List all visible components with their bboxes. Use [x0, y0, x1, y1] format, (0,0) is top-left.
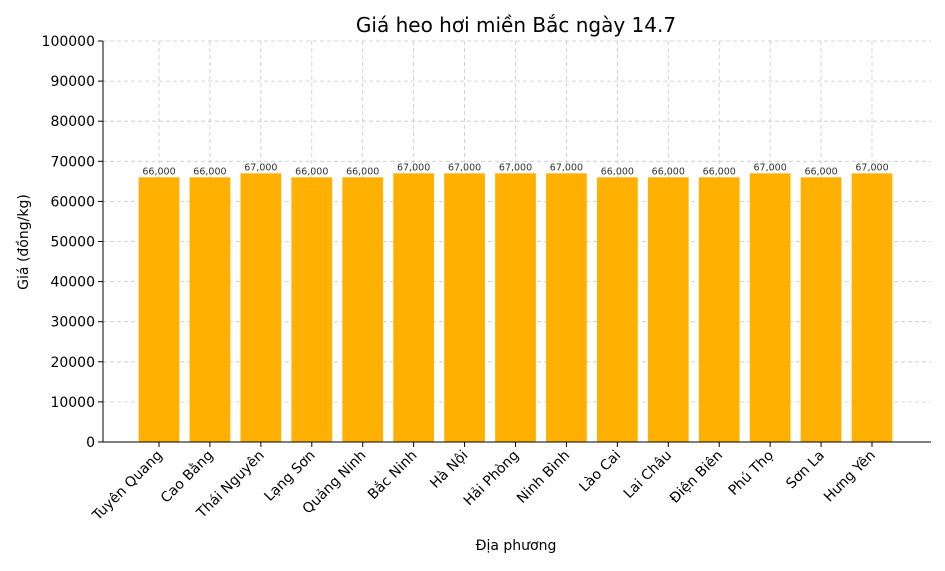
bar: [596, 177, 638, 442]
bar-value-label: 66,000: [346, 166, 379, 177]
bar: [698, 177, 740, 442]
y-tick-label: 0: [86, 435, 95, 451]
y-tick-label: 100000: [42, 34, 95, 50]
x-tick-label: Sơn La: [783, 448, 828, 493]
bar-value-label: 66,000: [193, 166, 226, 177]
bar: [291, 177, 333, 442]
y-tick-label: 60000: [50, 194, 95, 210]
bar-value-label: 67,000: [244, 162, 277, 173]
bar-value-label: 66,000: [295, 166, 328, 177]
bar-value-label: 67,000: [499, 162, 532, 173]
bar: [851, 173, 893, 442]
bar: [647, 177, 689, 442]
y-tick-label: 90000: [50, 74, 95, 90]
y-tick-label: 40000: [50, 275, 95, 291]
bar: [240, 173, 282, 442]
data-labels: 66,000 66,000 67,000 66,000 66,000 67,000 67,0…: [142, 162, 888, 177]
bar-value-label: 67,000: [397, 162, 430, 173]
bar: [800, 177, 842, 442]
bar: [749, 173, 791, 442]
bar: [495, 173, 536, 442]
x-tick-label: Tuyên Quang: [89, 448, 166, 525]
bar-value-label: 66,000: [142, 166, 175, 177]
bar-value-label: 67,000: [448, 162, 481, 173]
bar: [138, 177, 180, 442]
bar: [393, 173, 435, 442]
y-axis-ticks: 0 10000 20000 30000 40000 50000 60000 70000 8000…: [42, 34, 103, 451]
bar: [546, 173, 587, 442]
x-tick-label: Hà Nội: [427, 448, 471, 492]
bar-value-label: 66,000: [601, 166, 634, 177]
bars: [138, 173, 893, 442]
bar: [342, 177, 384, 442]
y-tick-label: 80000: [50, 114, 95, 130]
bar-value-label: 66,000: [652, 166, 685, 177]
x-tick-label: Lào Cai: [576, 448, 624, 496]
bar-value-label: 66,000: [703, 166, 736, 177]
x-tick-label: Hải Phòng: [461, 448, 523, 510]
bar-value-label: 67,000: [550, 162, 583, 173]
x-tick-label: Phú Thọ: [726, 448, 777, 499]
y-tick-label: 20000: [50, 355, 95, 371]
x-axis-title: Địa phương: [476, 538, 557, 554]
y-tick-label: 30000: [50, 315, 95, 331]
bar-value-label: 67,000: [754, 162, 787, 173]
x-tick-label: Điện Biên: [667, 448, 726, 507]
bar: [444, 173, 485, 442]
bar-value-label: 67,000: [855, 162, 888, 173]
x-tick-label: Ninh Bình: [514, 448, 573, 507]
x-tick-label: Lai Châu: [621, 448, 675, 502]
y-tick-label: 50000: [50, 235, 95, 251]
chart-title: Giá heo hơi miền Bắc ngày 14.7: [356, 13, 676, 37]
x-tick-label: Hưng Yên: [821, 448, 879, 506]
y-axis-title: Giá (đồng/kg): [15, 194, 32, 290]
bar: [189, 177, 231, 442]
x-tick-label: Bắc Ninh: [364, 447, 420, 503]
y-tick-label: 10000: [50, 395, 95, 411]
bar-value-label: 66,000: [804, 166, 837, 177]
y-tick-label: 70000: [50, 154, 95, 170]
